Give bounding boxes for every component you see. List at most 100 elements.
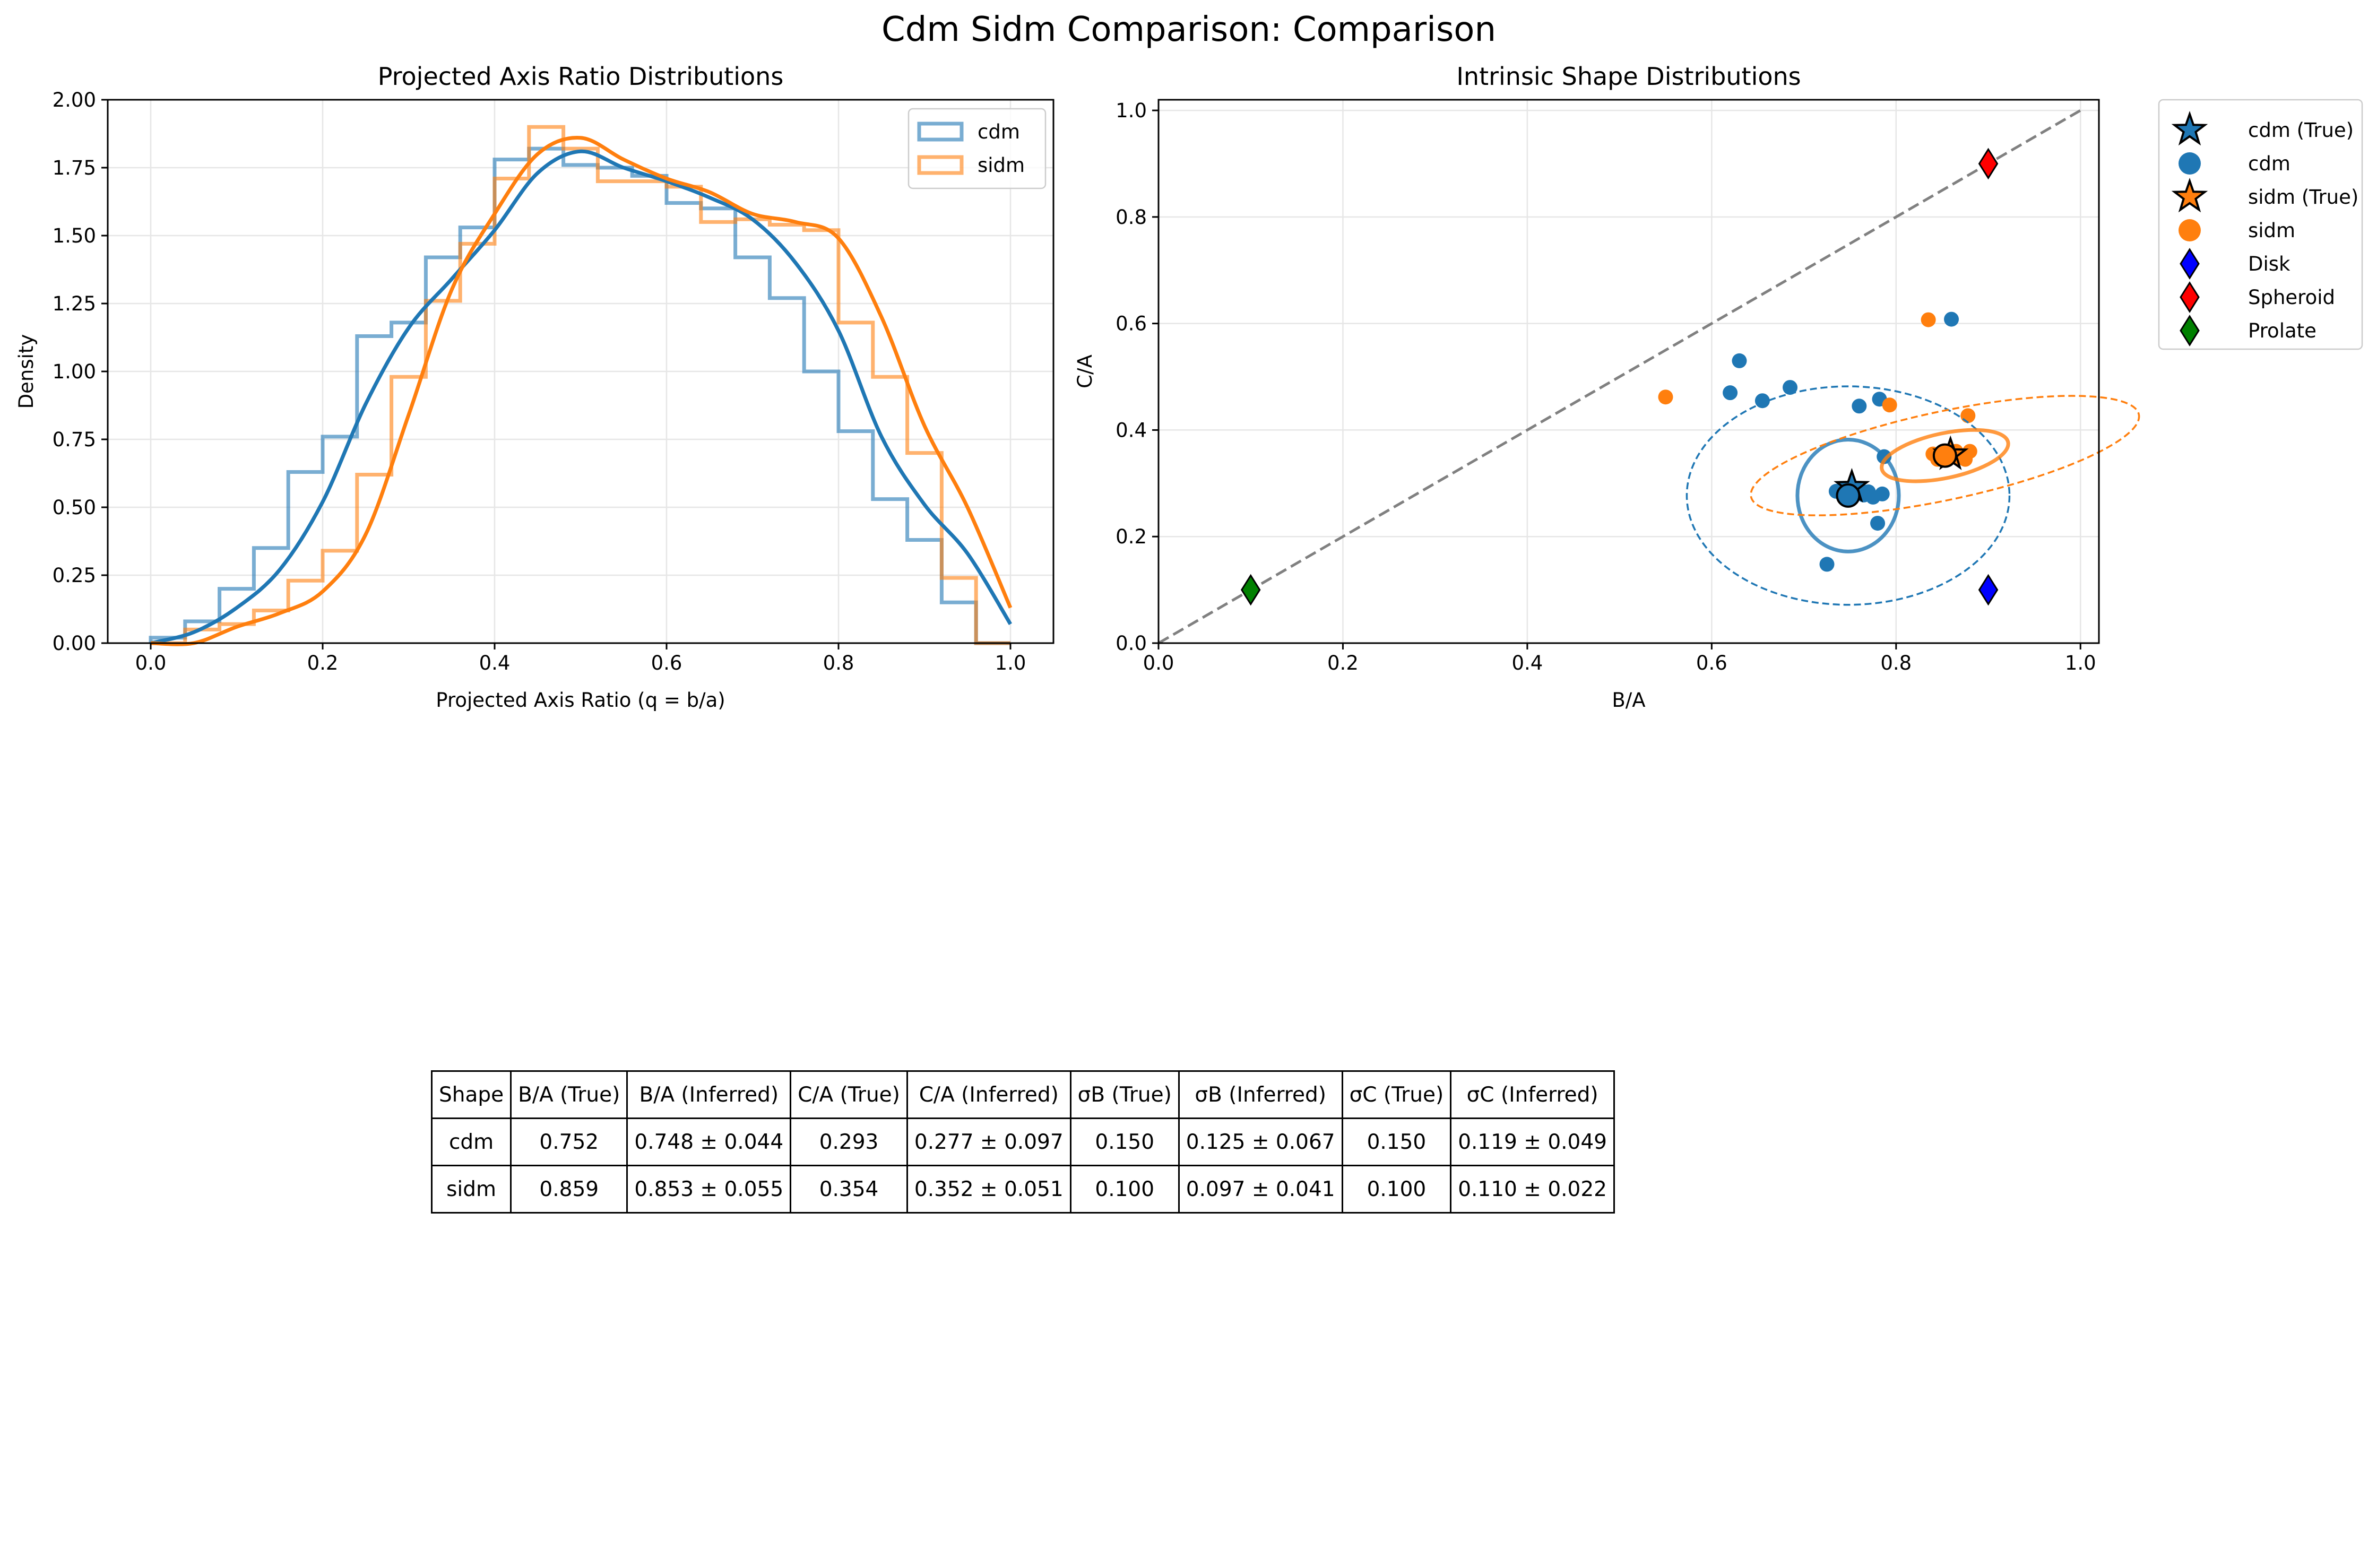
x-tick-label: 0.6	[651, 652, 682, 674]
legend-disk-marker	[2180, 248, 2200, 280]
legend-label: cdm	[978, 120, 1020, 143]
figure-suptitle: Cdm Sidm Comparison: Comparison	[881, 10, 1496, 49]
x-tick-label: 0.4	[1511, 652, 1543, 674]
x-axis-label: B/A	[1612, 689, 1645, 712]
x-tick-label: 0.8	[823, 652, 854, 674]
table-cell: 0.150	[1341, 1117, 1452, 1166]
legend-spheroid-marker	[2180, 281, 2200, 313]
y-tick-label: 0.75	[53, 428, 96, 451]
y-tick-label: 1.75	[53, 157, 96, 179]
sidm-ellipse-inner	[1880, 428, 2010, 483]
cdm-sample-point	[1754, 393, 1770, 409]
cdm-sample-point	[1944, 311, 1959, 327]
table-cell: 0.293	[790, 1117, 908, 1166]
sidm-sample-point	[1882, 397, 1897, 413]
table-cell: 0.100	[1069, 1165, 1180, 1214]
legend-label: cdm (True)	[2248, 119, 2354, 142]
cdm-sample-point	[1870, 516, 1886, 531]
cdm-ellipse-inner	[1795, 438, 1901, 553]
legend-label: sidm (True)	[2248, 186, 2358, 209]
table-cell: 0.097 ± 0.041	[1178, 1165, 1343, 1214]
legend-swatch	[917, 122, 964, 142]
table-cell: 0.859	[510, 1165, 628, 1214]
table-header-cell: C/A (True)	[790, 1070, 908, 1119]
legend-label: cdm	[2248, 152, 2290, 175]
cdm-sample-point	[1819, 557, 1835, 572]
plot-frame	[1157, 99, 2100, 644]
table-cell: 0.100	[1341, 1165, 1452, 1214]
legend-cdm-true-star	[2171, 110, 2208, 146]
sidm-sample-point	[1921, 312, 1936, 327]
cdm-sample-point	[1783, 380, 1798, 395]
x-tick-label: 0.2	[1327, 652, 1359, 674]
table-row: sidm 0.859 0.853 ± 0.055 0.354 0.352 ± 0…	[430, 1165, 1615, 1214]
table-cell: sidm	[430, 1165, 512, 1214]
table-cell: 0.119 ± 0.049	[1450, 1117, 1615, 1166]
table-cell: cdm	[430, 1117, 512, 1166]
y-tick-label: 0.4	[1116, 419, 1147, 441]
diagonal-line	[1157, 109, 2081, 645]
y-tick-label: 0.50	[53, 496, 96, 519]
cdm-kde-line	[150, 149, 1012, 645]
sidm-sample-point	[1658, 389, 1673, 405]
x-tick-label: 0.2	[307, 652, 339, 674]
x-tick-label: 0.0	[135, 652, 167, 674]
cdm-inferred-point	[1836, 483, 1861, 508]
legend-label: sidm	[2248, 219, 2295, 242]
x-tick-label: 1.0	[995, 652, 1026, 674]
table-header-cell: B/A (True)	[510, 1070, 628, 1119]
legend-label: Spheroid	[2248, 286, 2335, 309]
y-tick-label: 1.00	[53, 360, 96, 383]
legend-sidm-true-star	[2171, 177, 2208, 213]
table-cell: 0.277 ± 0.097	[906, 1117, 1071, 1166]
table-header-cell: σC (True)	[1341, 1070, 1452, 1119]
x-tick-label: 1.0	[2065, 652, 2096, 674]
cdm-sample-point	[1732, 353, 1747, 368]
legend-swatch	[917, 155, 964, 175]
y-axis-label: Density	[15, 334, 38, 409]
table-header-cell: C/A (Inferred)	[906, 1070, 1071, 1119]
table-header-cell: B/A (Inferred)	[626, 1070, 792, 1119]
x-tick-label: 0.6	[1696, 652, 1727, 674]
cdm-sample-point	[1874, 486, 1890, 501]
chart-title: Projected Axis Ratio Distributions	[378, 62, 784, 91]
table-cell: 0.354	[790, 1165, 908, 1214]
legend-sidm-dot	[2179, 219, 2201, 241]
legend-box	[907, 108, 1047, 189]
y-tick-label: 2.00	[53, 89, 96, 111]
table-cell: 0.150	[1069, 1117, 1180, 1166]
cdm-histogram	[149, 146, 1010, 645]
table-cell: 0.853 ± 0.055	[626, 1165, 792, 1214]
legend-box	[2158, 99, 2363, 350]
legend-label: sidm	[978, 154, 1025, 177]
cdm-sample-point	[1852, 399, 1867, 414]
sidm-histogram	[151, 125, 1010, 645]
table-cell: 0.110 ± 0.022	[1450, 1165, 1615, 1214]
spheroid-reference-marker	[1978, 148, 1999, 180]
legend-label: Prolate	[2248, 319, 2317, 342]
y-tick-label: 0.8	[1116, 206, 1147, 229]
x-tick-label: 0.0	[1143, 652, 1174, 674]
y-tick-label: 0.0	[1116, 632, 1147, 655]
sidm-sample-point	[1960, 408, 1976, 423]
y-tick-label: 1.25	[53, 292, 96, 315]
table-cell: 0.752	[510, 1117, 628, 1166]
y-tick-label: 0.2	[1116, 525, 1147, 548]
sidm-inferred-point	[1932, 443, 1957, 468]
x-axis-label: Projected Axis Ratio (q = b/a)	[436, 689, 725, 712]
sidm-kde-line	[150, 136, 1013, 646]
legend-prolate-marker	[2180, 315, 2200, 346]
table-cell: 0.125 ± 0.067	[1178, 1117, 1343, 1166]
prolate-reference-marker	[1240, 574, 1261, 606]
disk-reference-marker	[1978, 574, 1999, 606]
y-tick-label: 1.50	[53, 224, 96, 247]
table-cell: 0.352 ± 0.051	[906, 1165, 1071, 1214]
cdm-ellipse-outer	[1685, 385, 2011, 606]
table-row: cdm 0.752 0.748 ± 0.044 0.293 0.277 ± 0.…	[430, 1117, 1615, 1166]
legend-label: Disk	[2248, 253, 2290, 275]
legend-cdm-dot	[2179, 152, 2201, 175]
x-tick-label: 0.4	[479, 652, 511, 674]
sidm-ellipse-outer	[1750, 395, 2140, 516]
y-tick-label: 0.00	[53, 632, 96, 655]
table-header-cell: σB (Inferred)	[1178, 1070, 1343, 1119]
